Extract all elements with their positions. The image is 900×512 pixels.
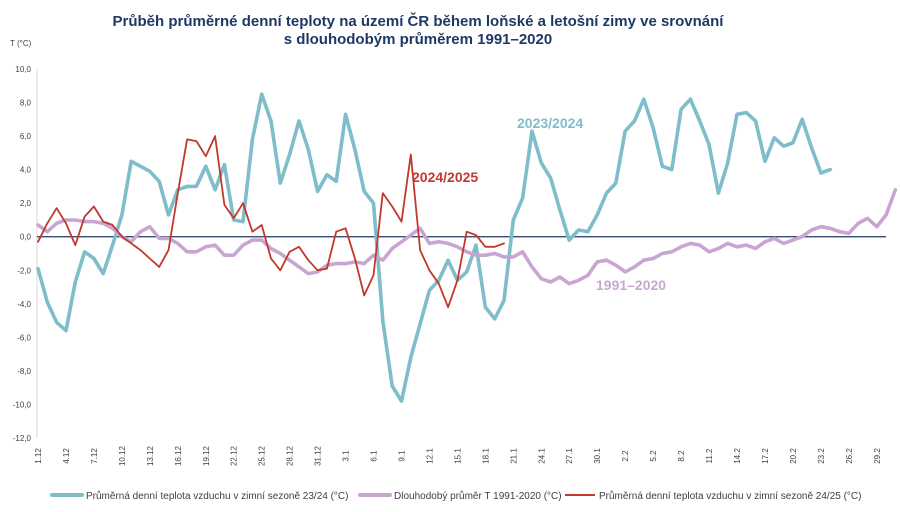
y-tick-label: -4,0 [17, 300, 31, 309]
series-line-normal [36, 188, 898, 286]
x-tick-label: 17.2 [761, 448, 770, 464]
legend-label-2024-2025: Průměrná denní teplota vzduchu v zimní s… [599, 490, 861, 502]
x-tick-label: 15.1 [453, 448, 462, 464]
y-ticks: 10,0 8,0 6,0 4,0 2,0 0,0 -2,0 -4,0 -6,0 -8,0 -10,0… [13, 65, 32, 443]
y-tick-label: 6,0 [20, 132, 32, 141]
legend: Průměrná denní teplota vzduchu v zimní s… [50, 490, 861, 502]
x-tick-label: 16.12 [174, 445, 183, 466]
annotation-2023-2024: 2023/2024 [517, 115, 583, 131]
x-tick-label: 7.12 [90, 448, 99, 464]
x-tick-label: 11.2 [705, 448, 714, 464]
x-tick-label: 20.2 [789, 448, 798, 464]
series-line-s2324 [36, 92, 833, 403]
y-axis-label: T (°C) [10, 39, 32, 48]
x-tick-label: 29.2 [873, 448, 882, 464]
x-tick-label: 22.12 [230, 445, 239, 466]
legend-label-1991-2020: Dlouhodobý průměr T 1991-2020 (°C) [394, 490, 562, 502]
legend-label-2023-2024: Průměrná denní teplota vzduchu v zimní s… [86, 490, 348, 502]
y-tick-label: -10,0 [13, 400, 32, 409]
x-tick-label: 26.2 [845, 448, 854, 464]
y-tick-label: -6,0 [17, 333, 31, 342]
x-tick-label: 3.1 [342, 450, 351, 462]
x-tick-label: 14.2 [733, 448, 742, 464]
x-tick-label: 18.1 [481, 448, 490, 464]
chart-title-line1: Průběh průměrné denní teploty na území Č… [113, 12, 725, 30]
x-tick-label: 12.1 [425, 448, 434, 464]
x-tick-label: 8.2 [677, 450, 686, 462]
annotation-2024-2025: 2024/2025 [412, 169, 478, 185]
y-tick-label: -2,0 [17, 266, 31, 275]
x-tick-label: 19.12 [202, 445, 211, 466]
x-tick-label: 30.1 [593, 448, 602, 464]
x-tick-label: 24.1 [537, 448, 546, 464]
x-tick-label: 25.12 [258, 445, 267, 466]
x-tick-label: 10.12 [118, 445, 127, 466]
x-tick-label: 27.1 [565, 448, 574, 464]
y-tick-label: 2,0 [20, 199, 32, 208]
annotation-1991-2020: 1991–2020 [596, 277, 666, 293]
x-tick-label: 5.2 [649, 450, 658, 462]
x-tick-label: 6.1 [370, 450, 379, 462]
x-tick-label: 13.12 [146, 445, 155, 466]
x-tick-label: 21.1 [509, 448, 518, 464]
chart-title-line2: s dlouhodobým průměrem 1991–2020 [284, 31, 552, 48]
y-tick-label: 10,0 [15, 65, 31, 74]
y-tick-label: 4,0 [20, 166, 32, 175]
y-tick-label: -12,0 [13, 434, 32, 443]
y-tick-label: 8,0 [20, 99, 32, 108]
x-tick-label: 28.12 [286, 445, 295, 466]
x-tick-label: 31.12 [314, 445, 323, 466]
y-tick-label: -8,0 [17, 367, 31, 376]
x-tick-label: 9.1 [397, 450, 406, 462]
plot-area: 10,0 8,0 6,0 4,0 2,0 0,0 -2,0 -4,0 -6,0 -8,0 -10,0… [13, 65, 898, 466]
y-tick-label: 0,0 [20, 233, 32, 242]
x-tick-label: 1.12 [34, 448, 43, 464]
series-group [36, 92, 898, 403]
x-tick-label: 4.12 [62, 448, 71, 464]
series-line-s2425 [37, 135, 505, 309]
x-tick-label: 23.2 [817, 448, 826, 464]
x-tick-label: 2.2 [621, 450, 630, 462]
x-ticks: 1.12 4.12 7.12 10.12 13.12 16.12 19.12 22.12 25.… [34, 445, 882, 466]
